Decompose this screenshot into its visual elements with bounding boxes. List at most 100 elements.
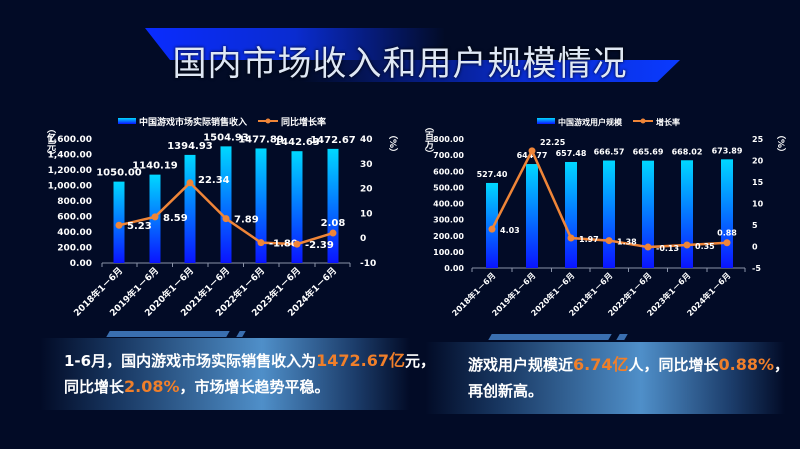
y2-tick-label: 10: [360, 209, 373, 219]
revenue-y2-axis-title: （%）: [387, 130, 397, 158]
bar: [184, 154, 196, 263]
page-title: 国内市场收入和用户规模情况: [172, 44, 628, 84]
bar: [603, 160, 615, 268]
summary-text: 同比增长: [64, 378, 125, 396]
y-tick-label: 200.00: [433, 232, 464, 241]
y2-tick-label: -5: [752, 264, 761, 273]
y-tick-label: 200.00: [57, 244, 92, 254]
y-tick-label: 1,600.00: [48, 135, 92, 145]
bar-data-label: 527.40: [477, 170, 508, 179]
bar-data-label: 1050.00: [96, 168, 142, 179]
line-data-label: 8.59: [163, 213, 188, 224]
y2-tick-label: 15: [752, 178, 764, 187]
bar: [220, 146, 232, 263]
line-data-label: 22.25: [540, 138, 566, 147]
line-data-label: 0.35: [695, 242, 715, 251]
bar-data-label: 1504.93: [203, 132, 249, 143]
line-point: [605, 237, 613, 245]
summary-text-left: 1-6月，国内游戏市场实际销售收入为1472.67亿元， 同比增长2.08%，市…: [64, 348, 435, 400]
y2-tick-label: 5: [752, 221, 758, 230]
line-point: [293, 240, 301, 248]
bar: [291, 151, 303, 263]
line-data-label: 4.03: [500, 226, 520, 235]
line-point: [257, 239, 265, 247]
line-point: [488, 225, 496, 233]
highlight-revenue: 1472.67亿: [316, 351, 405, 370]
line-data-label: 5.23: [127, 221, 152, 232]
users-y-axis-title: （百万）: [423, 122, 433, 158]
bar: [681, 160, 693, 268]
bar: [565, 161, 577, 268]
summary-text-right: 游戏用户规模近6.74亿人，同比增长0.88%， 再创新高。: [468, 352, 789, 404]
y-tick-label: 1,400.00: [48, 151, 92, 161]
bar-data-label: 1472.67: [310, 135, 356, 146]
users-y2-axis-title: （%）: [775, 130, 785, 158]
line-point: [329, 229, 337, 237]
y-tick-label: 700.00: [433, 151, 464, 160]
legend-bar-swatch: [537, 118, 555, 124]
highlight-users: 6.74亿: [573, 355, 629, 374]
bar: [255, 148, 267, 263]
line-data-label: 2.08: [321, 218, 346, 229]
revenue-y-axis-title: （亿元）: [45, 124, 55, 160]
bar: [327, 148, 339, 263]
y2-tick-label: 20: [360, 185, 373, 195]
bar-data-label: 657.48: [556, 149, 587, 158]
summary-panel-left: [40, 338, 410, 410]
line-point: [186, 179, 194, 187]
legend-line-marker: [640, 118, 646, 124]
y-tick-label: 100.00: [433, 248, 464, 257]
y-tick-label: 600.00: [433, 167, 464, 176]
title-band-decoration: [145, 28, 645, 60]
line-data-label: 22.34: [198, 175, 230, 186]
y-tick-label: 1,200.00: [48, 166, 92, 176]
y-tick-label: 400.00: [433, 200, 464, 209]
y-tick-label: 500.00: [433, 183, 464, 192]
bar: [526, 164, 538, 268]
bar-data-label: 665.69: [633, 148, 664, 157]
line-point: [222, 215, 230, 223]
y2-tick-label: 40: [360, 135, 373, 145]
bar-data-label: 668.02: [672, 147, 703, 156]
panel-decoration: [488, 334, 612, 340]
summary-panel-right: [425, 342, 785, 414]
title-band-decoration: [300, 60, 680, 82]
summary-text: ，: [774, 356, 790, 374]
y2-tick-label: 0: [752, 243, 758, 252]
line-data-label: 7.89: [234, 215, 259, 226]
line-point: [528, 147, 536, 155]
y-tick-label: 300.00: [433, 216, 464, 225]
bar-data-label: 1140.19: [132, 161, 178, 172]
line-data-label: -2.39: [305, 240, 334, 251]
panel-decoration: [106, 331, 230, 337]
bar-data-label: 1442.63: [274, 137, 320, 148]
bar-data-label: 673.89: [712, 146, 743, 155]
y2-tick-label: 20: [752, 157, 764, 166]
legend-line-label: 同比增长率: [281, 116, 326, 128]
highlight-growth: 2.08%: [124, 377, 180, 396]
line-point: [151, 213, 159, 221]
bar: [642, 160, 654, 268]
bar: [486, 182, 498, 268]
highlight-growth: 0.88%: [718, 355, 775, 374]
bar: [721, 159, 733, 268]
legend-bar-label: 中国游戏市场实际销售收入: [139, 116, 247, 128]
y2-tick-label: 10: [752, 200, 764, 209]
legend-bar-label: 中国游戏用户规模: [558, 117, 623, 127]
y2-tick-label: 0: [360, 234, 366, 244]
line-point: [723, 239, 731, 247]
legend-line-marker: [265, 118, 271, 124]
line-data-label: 0.88: [717, 229, 737, 238]
y2-tick-label: 25: [752, 135, 764, 144]
summary-text: 游戏用户规模近: [468, 356, 574, 374]
y-tick-label: 0.00: [70, 259, 92, 269]
bar-data-label: 666.57: [594, 148, 625, 157]
summary-text: ，市场增长趋势平稳。: [179, 378, 330, 396]
line-data-label: 1.38: [617, 238, 637, 247]
bar-data-label: 644.77: [517, 151, 548, 160]
y-tick-label: 1,000.00: [48, 182, 92, 192]
y-tick-label: 800.00: [433, 135, 464, 144]
y-tick-label: 400.00: [57, 228, 92, 238]
y2-tick-label: 30: [360, 160, 373, 170]
